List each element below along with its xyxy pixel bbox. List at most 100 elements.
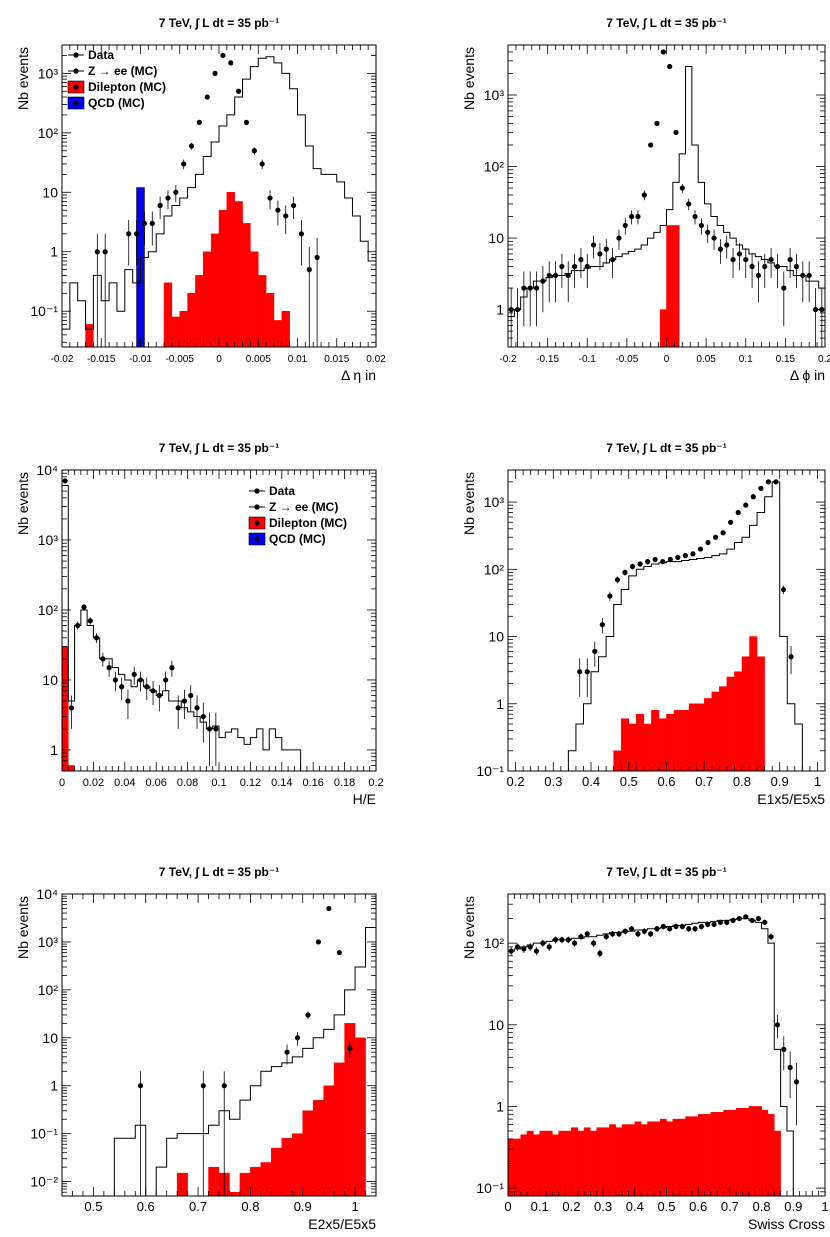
data-point — [200, 1083, 206, 1089]
dilepton-bar — [260, 1162, 272, 1196]
dilepton-bar — [564, 1130, 572, 1196]
dilepton-bar — [734, 671, 743, 771]
y-tick-label: 10² — [38, 602, 59, 618]
dilepton-bar — [508, 1138, 515, 1196]
x-tick-label: 0.5 — [657, 1199, 675, 1214]
data-point — [780, 586, 787, 593]
legend-label: Z → ee (MC) — [88, 64, 157, 78]
x-tick-label: 0.2 — [368, 777, 383, 789]
dilepton-bar — [729, 1109, 737, 1196]
data-point — [131, 671, 137, 678]
x-tick-label: 0.8 — [733, 774, 751, 789]
data-point — [724, 242, 730, 248]
dilepton-bar — [229, 1191, 241, 1196]
data-point — [749, 263, 755, 270]
x-tick-label: 0.1 — [211, 777, 226, 789]
data-point — [667, 556, 673, 563]
plot-area — [62, 478, 302, 771]
data-point — [200, 713, 206, 720]
y-axis-label: Nb events — [461, 47, 477, 110]
y-tick-label: 10 — [42, 672, 58, 688]
x-tick-label: 0.6 — [689, 1199, 707, 1214]
data-point — [188, 692, 194, 699]
legend: Data Z → ee (MC) Dilepton (MC) QCD (MC) — [248, 484, 347, 546]
data-point — [622, 569, 628, 575]
x-tick-label: 0.1 — [531, 1199, 549, 1214]
data-point — [125, 698, 131, 704]
y-tick-label: 10⁴ — [36, 886, 58, 902]
data-point — [305, 1012, 311, 1018]
dilepton-bar — [609, 1124, 617, 1196]
data-point — [294, 1035, 301, 1041]
data-point — [774, 263, 781, 270]
chart-title: 7 TeV, ∫ L dt = 35 pb⁻¹ — [606, 16, 726, 30]
data-point — [578, 934, 584, 940]
x-tick-label: 0.06 — [145, 777, 166, 789]
data-point — [314, 254, 320, 261]
y-tick-label: 10² — [38, 982, 59, 998]
y-tick-label: 10² — [484, 935, 505, 951]
data-point — [697, 546, 704, 552]
data-point — [94, 249, 100, 255]
data-point — [686, 926, 692, 932]
data-point — [212, 70, 218, 76]
data-point — [347, 1045, 353, 1052]
data-point — [169, 665, 175, 671]
y-axis-label: Nb events — [461, 896, 477, 959]
y-tick-label: 10² — [484, 159, 505, 175]
dilepton-bar — [281, 310, 290, 347]
data-point — [100, 656, 106, 662]
dilepton-bar — [539, 1130, 547, 1196]
legend-label: Data — [88, 48, 114, 62]
data-point — [749, 917, 755, 923]
data-point — [126, 231, 132, 237]
chart-title: 7 TeV, ∫ L dt = 35 pb⁻¹ — [159, 16, 279, 30]
dilepton-bar — [302, 1110, 314, 1196]
data-point — [743, 502, 749, 508]
data-point — [552, 937, 559, 943]
y-tick-label: 10 — [488, 230, 504, 246]
data-point — [610, 931, 616, 937]
y-tick-label: 10⁻¹ — [476, 1180, 504, 1196]
data-point — [546, 944, 552, 950]
data-point — [157, 202, 163, 209]
x-tick-label: 0.9 — [294, 1199, 312, 1214]
chart-title: 7 TeV, ∫ L dt = 35 pb⁻¹ — [159, 865, 279, 879]
x-tick-label: -0.2 — [499, 354, 517, 365]
x-tick-label: 0.04 — [114, 777, 135, 789]
data-point — [629, 926, 635, 932]
plot-area — [508, 49, 825, 347]
x-tick-label: 0.7 — [695, 774, 713, 789]
x-tick-label: 0.1 — [739, 354, 753, 365]
data-point — [686, 201, 692, 207]
dilepton-bar — [774, 1130, 781, 1196]
dilepton-bar — [723, 1109, 731, 1196]
data-point — [645, 559, 651, 565]
data-point — [728, 519, 734, 525]
dilepton-bar — [354, 1037, 366, 1196]
dilepton-bar — [571, 1127, 578, 1196]
data-point — [616, 235, 622, 241]
data-point — [652, 556, 658, 563]
x-tick-label: 0.015 — [324, 354, 349, 365]
plot-area — [560, 479, 803, 771]
data-point — [259, 161, 265, 167]
data-point — [221, 1083, 227, 1089]
data-point — [584, 669, 590, 675]
y-tick-label: 10² — [484, 561, 505, 577]
x-tick-label: 0.3 — [594, 1199, 612, 1214]
data-point — [682, 552, 688, 559]
x-tick-label: 0.4 — [582, 774, 600, 789]
x-tick-label: 0.6 — [657, 774, 675, 789]
data-point — [87, 618, 93, 624]
dilepton-bar — [265, 293, 275, 347]
dilepton-bar — [208, 1166, 220, 1196]
data-point — [800, 272, 806, 279]
data-point — [755, 915, 762, 922]
legend-point-marker — [73, 84, 79, 90]
y-tick-label: 10 — [42, 184, 58, 200]
x-tick-label: 0.02 — [83, 777, 104, 789]
x-tick-label: 0.4 — [626, 1199, 644, 1214]
data-point — [552, 272, 559, 279]
data-point — [774, 1022, 781, 1028]
